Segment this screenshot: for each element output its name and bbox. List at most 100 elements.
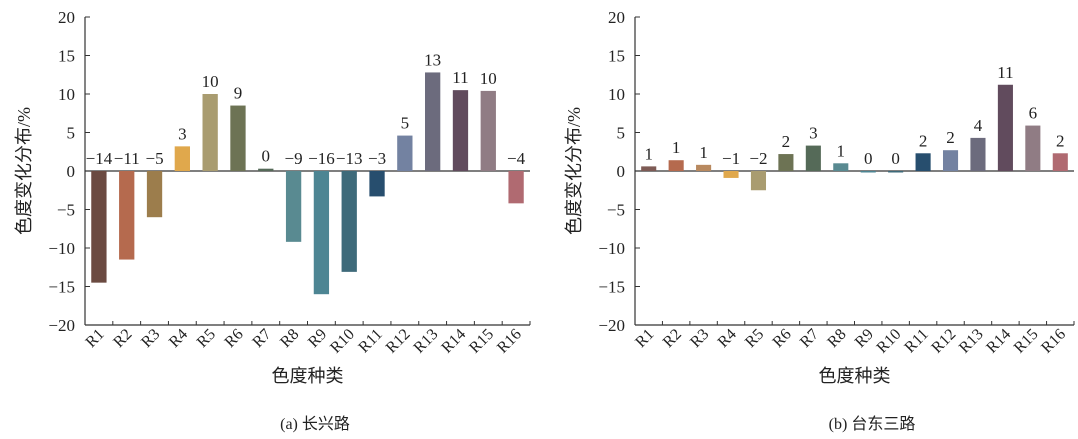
bar-b-R9 — [860, 171, 876, 173]
y-tick-label-a: −10 — [48, 239, 75, 258]
y-tick-label-b: 10 — [608, 85, 625, 104]
x-tick-label-b-R13: R13 — [956, 326, 987, 357]
bar-b-R6 — [778, 154, 794, 171]
x-tick-label-a-R8: R8 — [277, 326, 302, 351]
y-tick-label-a: −20 — [48, 316, 75, 335]
bar-a-R9 — [313, 171, 330, 295]
x-tick-label-b-R4: R4 — [715, 326, 740, 351]
x-tick-label-a-R2: R2 — [110, 326, 135, 351]
x-axis-label-a: 色度种类 — [272, 366, 344, 386]
data-label-b-R14: 11 — [997, 63, 1013, 82]
bar-b-R3 — [696, 164, 712, 171]
bar-b-R11 — [915, 153, 931, 171]
data-label-a-R6: 9 — [234, 84, 243, 103]
y-tick-label-b: −15 — [598, 278, 625, 297]
caption-b: (b) 台东三路 — [828, 416, 916, 433]
data-label-a-R15: 10 — [480, 69, 497, 88]
x-tick-label-b-R1: R1 — [632, 326, 657, 351]
y-axis-label-b: 色度变化分布/% — [564, 107, 584, 235]
bar-a-R5 — [202, 94, 218, 171]
y-axis-label-a: 色度变化分布/% — [14, 107, 34, 235]
bar-b-R15 — [1025, 125, 1041, 171]
y-tick-label-b: −5 — [607, 201, 625, 220]
bar-a-R10 — [341, 171, 357, 272]
x-tick-label-a-R13: R13 — [411, 326, 442, 357]
x-tick-label-b-R2: R2 — [660, 326, 685, 351]
data-label-a-R4: 3 — [178, 124, 187, 143]
x-tick-label-a-R10: R10 — [327, 326, 358, 357]
data-label-b-R10: 0 — [891, 149, 900, 168]
data-label-a-R14: 11 — [452, 68, 468, 87]
y-tick-label-b: 20 — [608, 8, 625, 27]
data-label-a-R2: −11 — [114, 149, 140, 168]
x-tick-label-b-R10: R10 — [874, 326, 905, 357]
x-tick-label-b-R3: R3 — [687, 326, 712, 351]
data-label-b-R9: 0 — [864, 149, 873, 168]
y-tick-label-b: −10 — [598, 239, 625, 258]
bar-b-R7 — [805, 145, 821, 171]
data-label-b-R11: 2 — [919, 131, 928, 150]
data-label-b-R3: 1 — [699, 143, 708, 162]
data-label-a-R5: 10 — [202, 72, 219, 91]
x-tick-label-a-R1: R1 — [83, 326, 108, 351]
x-tick-label-b-R11: R11 — [901, 326, 931, 356]
data-label-b-R4: −1 — [722, 149, 740, 168]
y-tick-label-a: 15 — [58, 47, 75, 66]
data-label-b-R15: 6 — [1029, 104, 1038, 123]
x-tick-label-b-R16: R16 — [1038, 326, 1069, 357]
bar-b-R13 — [970, 137, 986, 171]
bar-a-R16 — [508, 171, 524, 204]
bar-a-R4 — [174, 146, 190, 171]
bar-a-R8 — [285, 171, 302, 242]
y-tick-label-b: 0 — [617, 162, 626, 181]
bar-a-R13 — [425, 72, 441, 171]
bar-a-R7 — [258, 168, 274, 171]
data-label-a-R9: −16 — [308, 149, 335, 168]
bar-b-R14 — [997, 84, 1013, 171]
data-label-b-R2: 1 — [672, 138, 681, 157]
y-tick-label-a: 20 — [58, 8, 75, 27]
y-tick-label-a: −5 — [57, 201, 75, 220]
x-tick-label-b-R9: R9 — [852, 326, 877, 351]
data-label-a-R11: −3 — [368, 149, 386, 168]
x-tick-label-a-R7: R7 — [249, 326, 274, 351]
bar-b-R4 — [723, 171, 739, 178]
bar-a-R1 — [91, 171, 107, 283]
x-tick-label-a-R5: R5 — [194, 326, 219, 351]
x-tick-label-b-R14: R14 — [983, 326, 1014, 357]
data-label-a-R3: −5 — [145, 149, 163, 168]
data-label-b-R8: 1 — [837, 141, 846, 160]
x-tick-label-a-R11: R11 — [355, 326, 385, 356]
bar-b-R12 — [942, 150, 959, 171]
y-tick-label-a: 10 — [58, 85, 75, 104]
bar-a-R2 — [119, 171, 135, 260]
data-label-b-R16: 2 — [1056, 131, 1065, 150]
x-tick-label-a-R9: R9 — [305, 326, 330, 351]
x-tick-label-b-R8: R8 — [824, 326, 849, 351]
bar-b-R10 — [888, 171, 904, 173]
x-tick-label-a-R6: R6 — [222, 326, 247, 351]
data-label-b-R6: 2 — [782, 132, 791, 151]
y-tick-label-b: 5 — [617, 124, 626, 143]
data-label-a-R12: 5 — [401, 114, 410, 133]
data-label-b-R5: −2 — [749, 149, 767, 168]
bar-b-R1 — [641, 166, 657, 171]
x-tick-label-a-R4: R4 — [166, 326, 191, 351]
bar-a-R12 — [397, 135, 413, 171]
data-label-b-R13: 4 — [974, 116, 983, 135]
data-label-b-R12: 2 — [946, 128, 955, 147]
x-tick-label-b-R7: R7 — [797, 326, 822, 351]
y-tick-label-b: 15 — [608, 47, 625, 66]
x-tick-label-b-R12: R12 — [928, 326, 959, 357]
bar-b-R2 — [668, 160, 684, 171]
bar-a-R6 — [230, 105, 246, 171]
x-tick-label-a-R12: R12 — [383, 326, 414, 357]
bar-b-R5 — [750, 171, 767, 191]
bar-b-R16 — [1052, 153, 1068, 171]
y-tick-label-b: −20 — [598, 316, 625, 335]
data-label-a-R8: −9 — [285, 149, 303, 168]
x-tick-label-a-R14: R14 — [438, 326, 469, 357]
data-label-a-R1: −14 — [86, 149, 113, 168]
caption-a: (a) 长兴路 — [280, 416, 350, 433]
